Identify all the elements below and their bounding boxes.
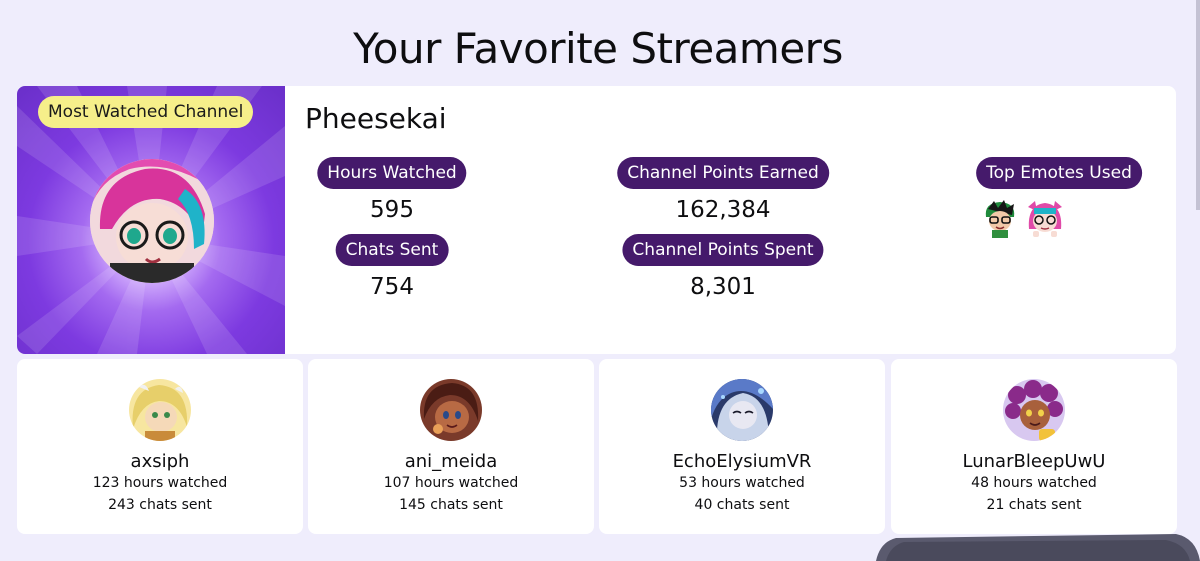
streamer-chats: 21 chats sent (986, 497, 1082, 513)
streamer-name[interactable]: ani_meida (404, 451, 498, 472)
pink-haired-emote-icon[interactable] (1025, 199, 1065, 239)
streamer-card[interactable]: ani_meida 107 hours watched 145 chats se… (308, 359, 594, 534)
streamer-hours: 107 hours watched (383, 475, 519, 491)
points-earned-label: Channel Points Earned (617, 157, 829, 189)
streamer-name[interactable]: axsiph (130, 451, 190, 472)
featured-avatar[interactable] (90, 159, 214, 283)
streamer-card[interactable]: axsiph 123 hours watched 243 chats sent (17, 359, 303, 534)
most-watched-badge: Most Watched Channel (38, 96, 254, 128)
featured-streamer-name[interactable]: Pheesekai (305, 102, 447, 135)
green-haired-emote-icon[interactable] (980, 199, 1020, 239)
streamer-chats: 243 chats sent (108, 497, 212, 513)
streamer-avatar[interactable] (711, 379, 773, 441)
points-spent-label: Channel Points Spent (622, 234, 824, 266)
streamer-chats: 145 chats sent (399, 497, 503, 513)
echoelysiumvr-avatar-icon (711, 379, 773, 441)
streamer-card[interactable]: EchoElysiumVR 53 hours watched 40 chats … (599, 359, 885, 534)
streamer-name[interactable]: EchoElysiumVR (672, 451, 812, 472)
hours-watched-label: Hours Watched (317, 157, 467, 189)
featured-channel-art: Most Watched Channel (17, 86, 285, 354)
ani-meida-avatar-icon (420, 379, 482, 441)
streamer-hours: 48 hours watched (971, 475, 1097, 491)
featured-streamer-card: Most Watched Channel Pheesekai Hours Wat… (17, 86, 1176, 354)
streamer-name[interactable]: LunarBleepUwU (962, 451, 1106, 472)
streamer-chats: 40 chats sent (694, 497, 790, 513)
streamer-avatar[interactable] (1003, 379, 1065, 441)
streamer-card[interactable]: LunarBleepUwU 48 hours watched 21 chats … (891, 359, 1177, 534)
top-emotes-label: Top Emotes Used (976, 157, 1142, 189)
chats-sent-value: 754 (370, 274, 414, 300)
streamer-avatar[interactable] (420, 379, 482, 441)
streamer-avatar[interactable] (129, 379, 191, 441)
lunarbleepuwu-avatar-icon (1003, 379, 1065, 441)
scrollbar[interactable] (1196, 0, 1200, 210)
page-title: Your Favorite Streamers (353, 24, 843, 73)
chats-sent-label: Chats Sent (335, 234, 449, 266)
points-earned-value: 162,384 (675, 197, 771, 223)
streamer-hours: 53 hours watched (679, 475, 805, 491)
streamer-avatar-icon (90, 159, 214, 283)
points-spent-value: 8,301 (690, 274, 756, 300)
hours-watched-value: 595 (370, 197, 414, 223)
axsiph-avatar-icon (129, 379, 191, 441)
background-decoration (876, 534, 1200, 561)
streamer-hours: 123 hours watched (92, 475, 228, 491)
